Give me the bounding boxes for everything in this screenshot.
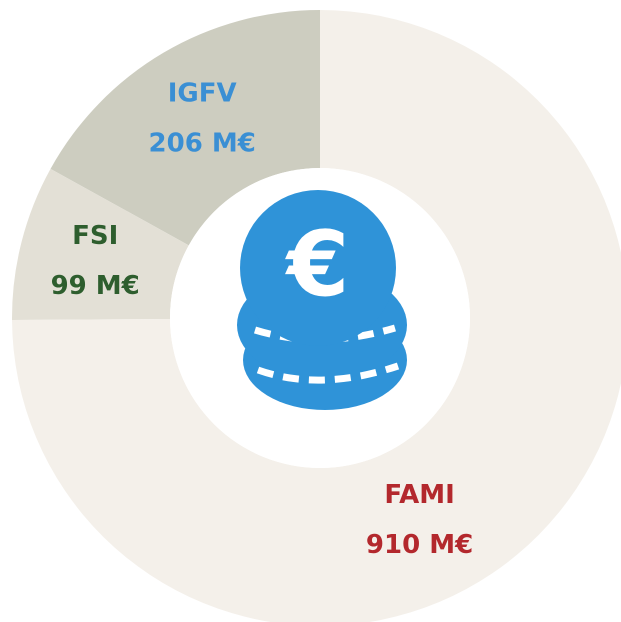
segment-label: IGFV [168, 79, 237, 109]
segment-label: FSI [72, 221, 118, 251]
segment-value-label: 99 M€ [51, 271, 140, 301]
segment-value-label: 206 M€ [149, 129, 256, 159]
segment-label: FAMI [384, 480, 454, 510]
donut-segment [11, 168, 189, 320]
euro-sign: € [285, 212, 350, 317]
donut-segment [50, 10, 321, 246]
segment-value-label: 910 M€ [366, 530, 473, 560]
coin-icon: € [237, 190, 407, 410]
donut-segment [12, 10, 621, 622]
